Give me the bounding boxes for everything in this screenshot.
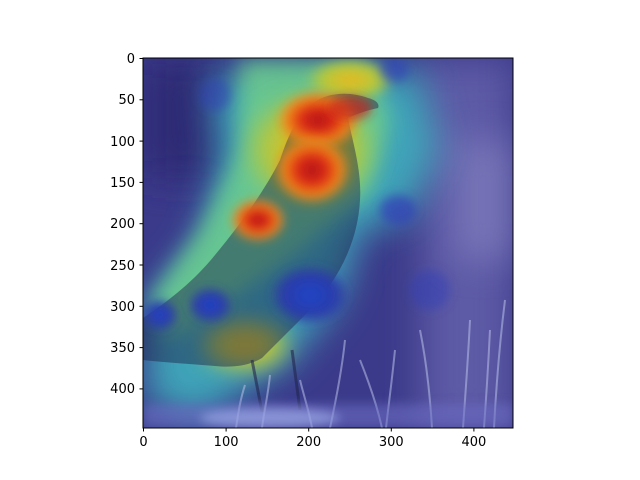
y-tick-label: 400: [110, 382, 135, 397]
y-tick-label: 50: [118, 93, 135, 108]
y-tick-label: 300: [110, 300, 135, 315]
x-tick-label: 200: [296, 435, 321, 450]
x-tick-label: 400: [461, 435, 486, 450]
x-tick-label: 0: [139, 435, 147, 450]
axes-frame: [142, 57, 514, 429]
y-tick-label: 150: [110, 176, 135, 191]
y-tick-label: 350: [110, 341, 135, 356]
x-tick-label: 300: [379, 435, 404, 450]
y-tick-label: 0: [127, 52, 135, 67]
x-tick-label: 100: [214, 435, 239, 450]
y-axis: 0 50 100 150 200 250 300 350 400: [110, 52, 143, 397]
y-tick-label: 100: [110, 135, 135, 150]
plot-image: [143, 58, 513, 428]
x-axis: 0 100 200 300 400: [139, 428, 486, 450]
y-tick-label: 200: [110, 217, 135, 232]
y-tick-label: 250: [110, 259, 135, 274]
